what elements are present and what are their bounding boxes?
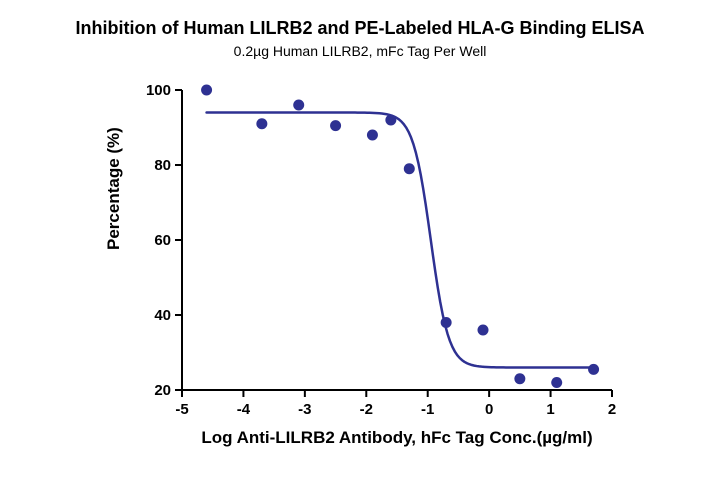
chart-title: Inhibition of Human LILRB2 and PE-Labele… bbox=[0, 0, 720, 39]
x-tick-label: -1 bbox=[408, 401, 448, 418]
y-tick-label: 20 bbox=[131, 382, 171, 399]
x-tick-label: -4 bbox=[223, 401, 263, 418]
chart-subtitle: 0.2µg Human LILRB2, mFc Tag Per Well bbox=[0, 39, 720, 59]
y-axis-label: Percentage (%) bbox=[104, 230, 124, 250]
plot-svg bbox=[182, 90, 612, 390]
x-tick-label: -2 bbox=[346, 401, 386, 418]
y-tick-label: 60 bbox=[131, 232, 171, 249]
x-tick-label: 2 bbox=[592, 401, 632, 418]
x-axis-label: Log Anti-LILRB2 Antibody, hFc Tag Conc.(… bbox=[187, 428, 607, 448]
x-tick-label: 1 bbox=[531, 401, 571, 418]
chart-area bbox=[182, 90, 612, 390]
y-tick-label: 40 bbox=[131, 307, 171, 324]
y-tick-label: 100 bbox=[131, 82, 171, 99]
x-tick-label: 0 bbox=[469, 401, 509, 418]
y-tick-label: 80 bbox=[131, 157, 171, 174]
x-tick-label: -5 bbox=[162, 401, 202, 418]
x-tick-label: -3 bbox=[285, 401, 325, 418]
